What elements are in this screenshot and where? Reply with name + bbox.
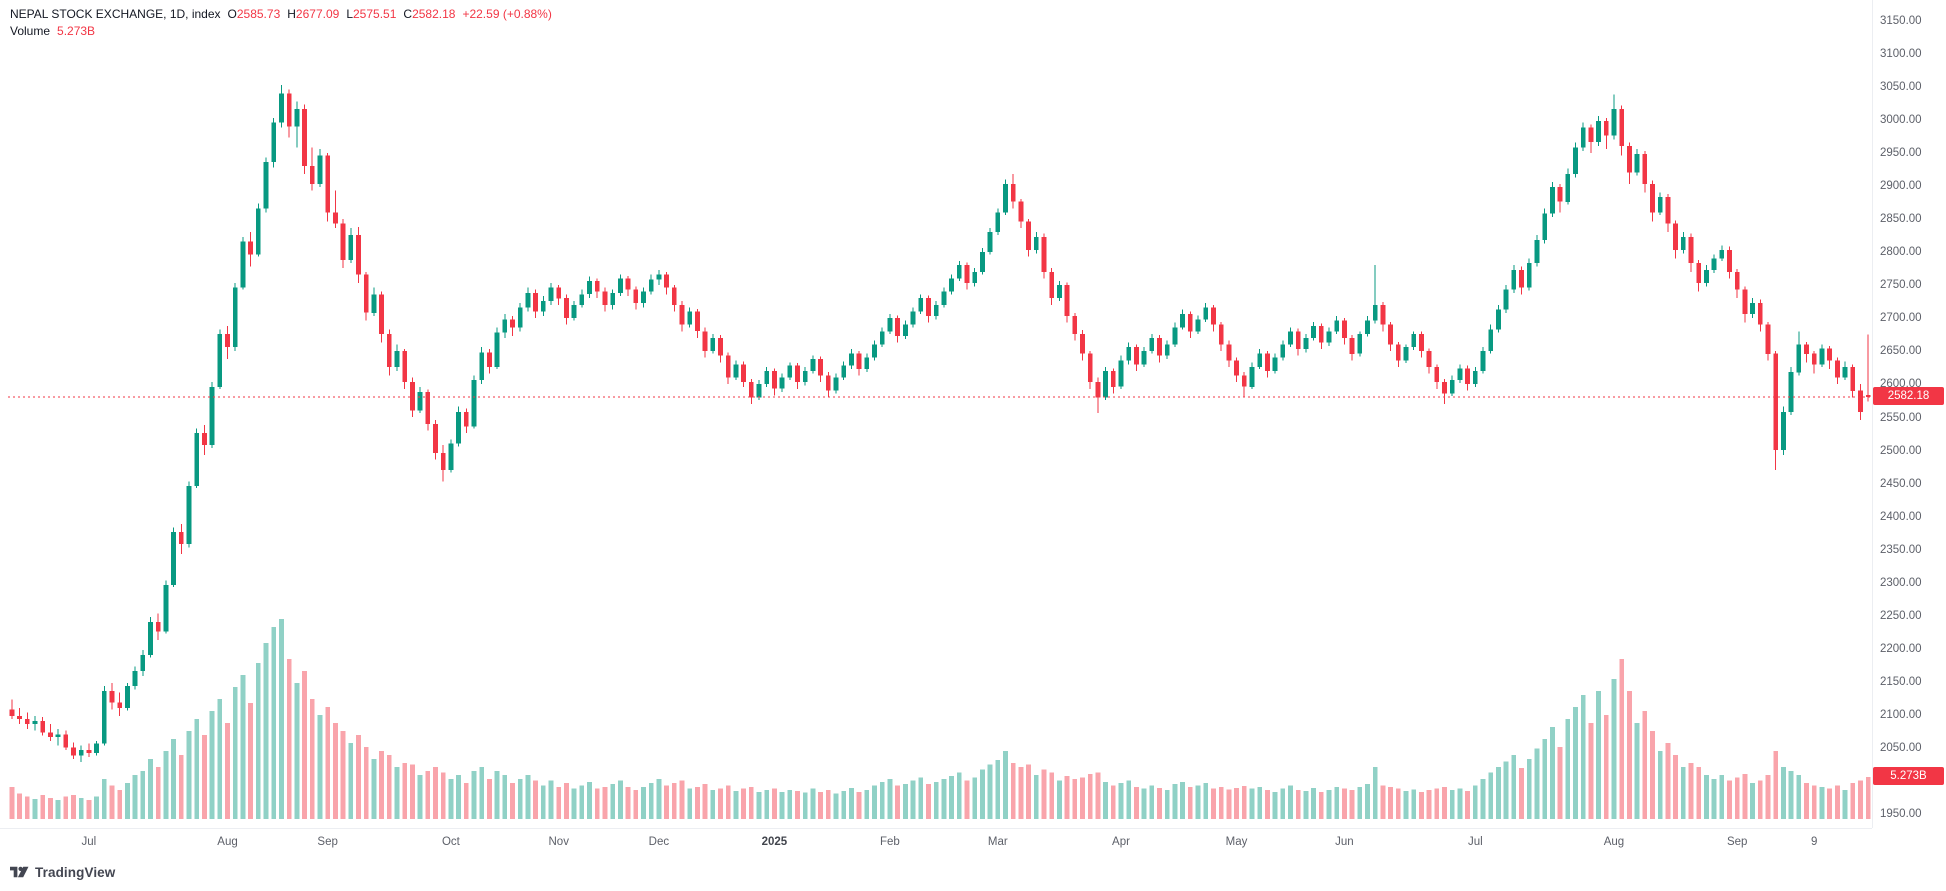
time-tick-label: Dec — [648, 836, 670, 848]
tradingview-logo-text: TradingView — [35, 864, 116, 880]
volume-price-label: 5.273B — [1873, 766, 1944, 785]
symbol-title: NEPAL STOCK EXCHANGE, 1D, index — [10, 7, 221, 21]
volume-legend-row[interactable]: Volume 5.273B — [10, 23, 552, 40]
price-tick-label: 2200.00 — [1880, 642, 1922, 655]
price-tick-label: 1950.00 — [1880, 808, 1922, 820]
volume-value: 5.273B — [57, 24, 96, 38]
price-tick-label: 2400.00 — [1880, 510, 1922, 523]
tradingview-logo[interactable]: TradingView — [10, 864, 115, 880]
price-tick-label: 2900.00 — [1880, 180, 1922, 193]
price-tick-label: 3050.00 — [1880, 81, 1922, 94]
volume-label: Volume — [10, 24, 51, 38]
low-value: L2575.51 — [346, 7, 397, 21]
high-value: H2677.09 — [287, 7, 340, 21]
price-tick-label: 2050.00 — [1880, 741, 1922, 754]
time-tick-label: Apr — [1112, 836, 1130, 848]
last-price-label: 2582.18 — [1873, 387, 1944, 406]
candles — [9, 84, 1871, 763]
price-tick-label: 2100.00 — [1880, 708, 1922, 721]
time-tick-label: Sep — [1726, 836, 1748, 848]
tradingview-logo-icon — [10, 866, 29, 878]
open-value: O2585.73 — [227, 7, 281, 21]
time-tick-label: Jul — [81, 836, 97, 848]
price-tick-label: 2300.00 — [1880, 576, 1922, 589]
time-tick-label: Mar — [987, 836, 1008, 848]
price-tick-label: 2850.00 — [1880, 213, 1922, 226]
time-tick-label: 9 — [1811, 836, 1818, 848]
time-tick-label: May — [1225, 836, 1248, 848]
time-tick-label: Sep — [317, 836, 338, 848]
time-tick-label: Aug — [1603, 836, 1625, 848]
price-tick-label: 2750.00 — [1880, 279, 1922, 292]
time-tick-label: Aug — [217, 836, 238, 848]
price-tick-label: 2700.00 — [1880, 312, 1922, 325]
time-axis[interactable]: Jul Aug Sep Oct Nov Dec 2025 Feb Mar Apr May Jun Jul… — [0, 828, 1872, 863]
price-tick-label: 2800.00 — [1880, 246, 1922, 259]
legend: NEPAL STOCK EXCHANGE, 1D, index O2585.73… — [10, 6, 552, 40]
price-tick-label: 2500.00 — [1880, 444, 1922, 457]
price-tick-label: 2550.00 — [1880, 411, 1922, 424]
price-tick-label: 3100.00 — [1880, 48, 1922, 61]
change-value: +22.59 (+0.88%) — [462, 7, 552, 21]
time-tick-label: 2025 — [761, 836, 788, 848]
time-tick-label: Feb — [880, 836, 900, 848]
symbol-legend-row[interactable]: NEPAL STOCK EXCHANGE, 1D, index O2585.73… — [10, 6, 552, 23]
time-tick-label: Oct — [441, 836, 460, 848]
time-tick-label: Jun — [1335, 836, 1354, 848]
price-tick-label: 2150.00 — [1880, 675, 1922, 688]
price-tick-label: 2950.00 — [1880, 147, 1922, 160]
price-tick-label: 2250.00 — [1880, 609, 1922, 622]
price-tick-label: 2450.00 — [1880, 477, 1922, 490]
price-tick-label: 3000.00 — [1880, 114, 1922, 127]
price-tick-label: 2350.00 — [1880, 543, 1922, 556]
price-tick-label: 3150.00 — [1880, 15, 1922, 27]
time-tick-label: Jul — [1467, 836, 1483, 848]
volume-bars — [9, 619, 1871, 819]
close-value: C2582.18 — [403, 7, 456, 21]
price-axis[interactable]: 3150.00 3100.00 3050.00 3000.00 2950.00 2900.… — [1872, 0, 1946, 828]
time-tick-label: Nov — [548, 836, 569, 848]
price-tick-label: 2650.00 — [1880, 345, 1922, 358]
